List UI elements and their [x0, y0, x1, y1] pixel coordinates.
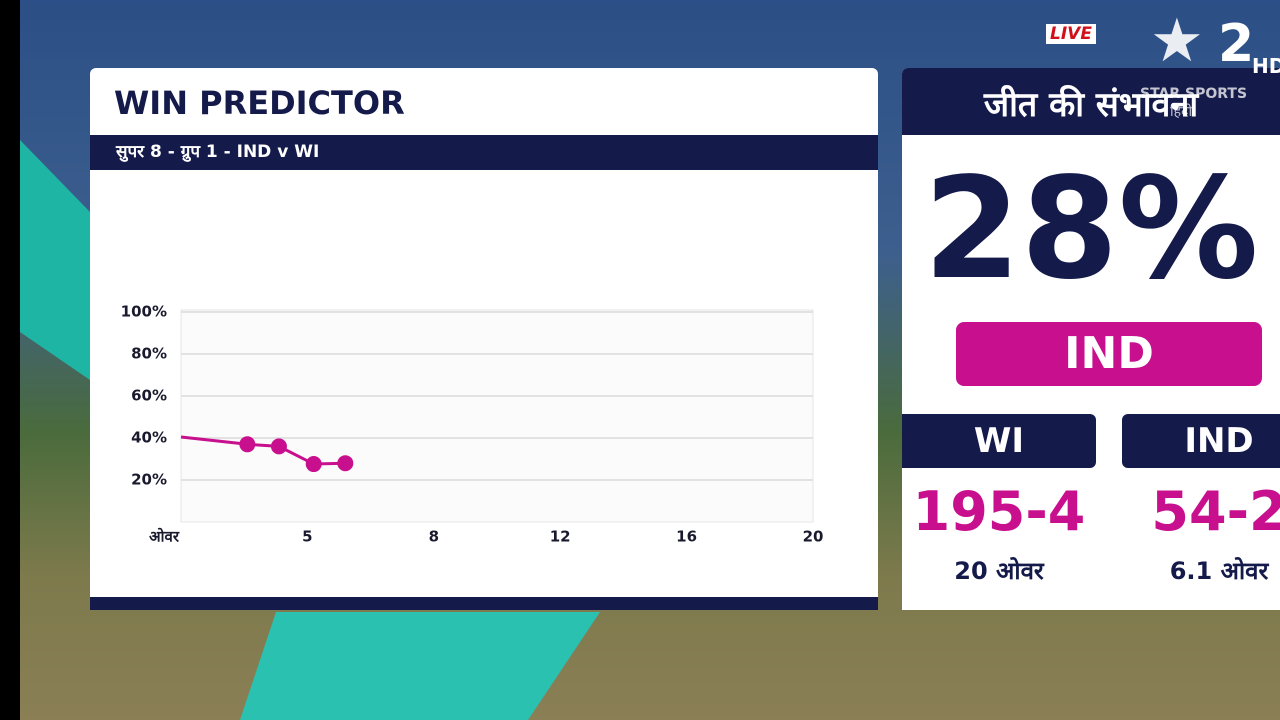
- decor: [20, 140, 90, 380]
- team-score: 195-4: [912, 480, 1086, 543]
- x-tick-label: 8: [429, 528, 439, 546]
- chart-title: WIN PREDICTOR: [114, 84, 405, 122]
- team-name: IND: [1122, 414, 1280, 468]
- x-tick-label: 20: [803, 528, 824, 546]
- probability: 28%: [923, 148, 1259, 311]
- star-icon: ★: [1150, 6, 1204, 76]
- live-badge: LIVE: [1046, 24, 1096, 44]
- team-overs: 6.1 ओवर: [1169, 557, 1269, 585]
- card-footer: [90, 597, 878, 610]
- panel-heading: जीत की संभावना: [983, 85, 1199, 125]
- win-predictor-card: WIN PREDICTOR सुपर 8 - ग्रुप 1 - IND v W…: [90, 68, 878, 610]
- win-point: [239, 436, 256, 453]
- win-point: [270, 438, 287, 455]
- plot-area: [180, 309, 814, 523]
- chart: 20% 40% 60% 80% 100% ओवर 5 8 12 16 20: [121, 303, 824, 546]
- win-point: [337, 455, 354, 472]
- x-tick-label: ओवर: [149, 528, 180, 546]
- x-tick-label: 16: [676, 528, 697, 546]
- x-tick-label: 5: [302, 528, 312, 546]
- y-tick-label: 40%: [131, 429, 167, 447]
- chart-subtitle: सुपर 8 - ग्रुप 1 - IND v WI: [90, 135, 878, 170]
- panel-header: जीत की संभावना: [902, 68, 1280, 135]
- x-tick-label: 12: [550, 528, 571, 546]
- hd-label: HD: [1252, 54, 1280, 78]
- team-overs: 20 ओवर: [954, 557, 1044, 585]
- y-tick-label: 80%: [131, 345, 167, 363]
- team-name: WI: [902, 414, 1096, 468]
- win-point: [305, 456, 322, 473]
- decor: [240, 612, 600, 720]
- y-tick-label: 100%: [121, 303, 167, 321]
- channel-number: 2: [1218, 14, 1255, 74]
- brand: STAR SPORTS: [1140, 86, 1248, 102]
- leader-badge: IND: [956, 322, 1262, 386]
- channel-logo: LIVE ★ 2 HD STAR SPORTS हिंदी: [1040, 6, 1280, 120]
- y-tick-label: 20%: [131, 471, 167, 489]
- letterbox: [0, 0, 20, 720]
- y-tick-label: 60%: [131, 387, 167, 405]
- probability-panel: जीत की संभावना 28% IND WI 195-4 20 ओवर IND 5…: [902, 68, 1280, 610]
- team-score: 54-2: [1151, 480, 1280, 543]
- language: हिंदी: [1170, 104, 1193, 120]
